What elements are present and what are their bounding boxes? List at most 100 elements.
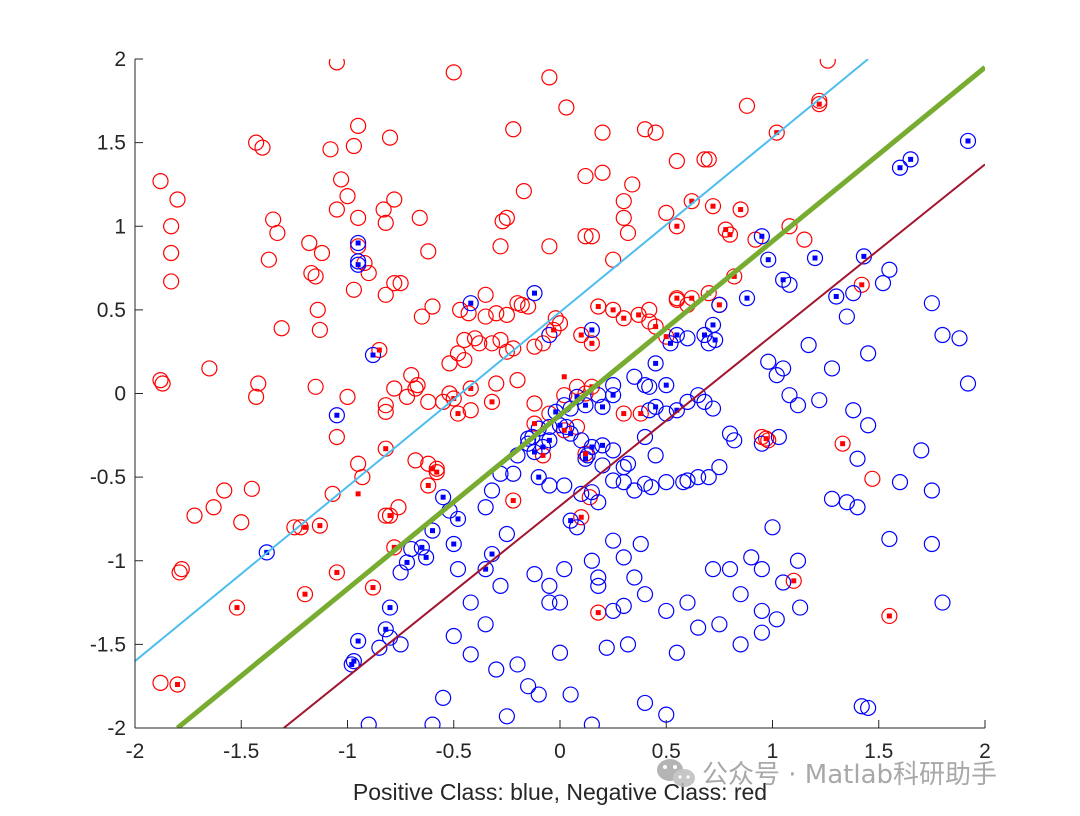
positive-support-vector-marker xyxy=(440,494,446,500)
positive-point xyxy=(445,627,462,645)
negative-point xyxy=(462,402,479,419)
positive-point xyxy=(690,387,707,404)
positive-support-vector-marker xyxy=(759,233,765,239)
positive-point xyxy=(590,569,607,586)
positive-point xyxy=(360,716,377,728)
positive-support-vector-marker xyxy=(908,156,914,162)
negative-point xyxy=(292,519,309,536)
positive-point xyxy=(381,599,399,616)
negative-support-vector-marker xyxy=(578,332,584,338)
negative-point xyxy=(269,224,286,242)
negative-point xyxy=(386,191,403,208)
positive-point xyxy=(838,494,855,511)
negative-point xyxy=(413,308,430,325)
negative-point xyxy=(445,64,462,81)
negative-point xyxy=(492,238,509,255)
negative-point xyxy=(768,124,785,141)
positive-point xyxy=(619,636,637,653)
negative-point xyxy=(333,171,350,188)
positive-point xyxy=(753,561,770,578)
negative-point xyxy=(624,176,641,193)
negative-point xyxy=(632,405,649,422)
positive-support-vector-marker xyxy=(600,404,605,410)
positive-point xyxy=(520,678,537,695)
negative-point xyxy=(615,193,632,210)
negative-point xyxy=(154,375,171,392)
positive-support-vector-marker xyxy=(355,240,361,246)
negative-point xyxy=(834,435,851,452)
positive-point xyxy=(605,472,622,489)
positive-support-vector-marker xyxy=(574,394,580,400)
positive-point xyxy=(541,326,558,344)
positive-point xyxy=(605,377,622,394)
positive-support-vector-marker xyxy=(455,516,461,522)
positive-point xyxy=(711,616,728,633)
negative-point xyxy=(738,97,756,114)
negative-support-vector-marker xyxy=(674,295,680,301)
negative-point xyxy=(541,238,558,255)
negative-support-vector-marker xyxy=(468,385,474,391)
negative-support-vector-marker xyxy=(302,524,308,530)
positive-point xyxy=(902,151,919,168)
positive-point xyxy=(619,455,637,472)
positive-point xyxy=(632,535,649,553)
negative-point xyxy=(573,509,590,526)
negative-point xyxy=(307,268,324,285)
positive-point xyxy=(583,552,600,569)
positive-support-vector-marker xyxy=(404,559,410,565)
positive-support-vector-marker xyxy=(653,404,659,410)
positive-support-vector-marker xyxy=(674,407,680,413)
negative-point xyxy=(381,507,399,524)
positive-point xyxy=(781,276,798,293)
negative-point xyxy=(556,387,573,404)
x-tick-labels: -2 -1.5 -1 -0.5 0 0.5 1 1.5 2 xyxy=(126,740,991,763)
decision-lines xyxy=(135,59,985,728)
positive-point xyxy=(488,661,505,678)
negative-point xyxy=(505,121,522,138)
positive-point xyxy=(594,437,611,454)
positive-support-vector-marker xyxy=(334,412,340,418)
positive-point xyxy=(492,577,509,594)
negative-point xyxy=(819,59,836,69)
positive-point xyxy=(590,387,607,404)
negative-point xyxy=(377,214,394,232)
positive-support-vector-marker xyxy=(589,327,595,333)
positive-support-vector-marker xyxy=(383,626,389,632)
positive-point xyxy=(845,402,862,419)
positive-support-vector-marker xyxy=(351,658,357,664)
positive-point xyxy=(934,594,951,611)
negative-point xyxy=(615,209,632,226)
negative-point xyxy=(494,213,511,230)
negative-point xyxy=(477,308,494,325)
positive-class-points xyxy=(258,132,977,728)
negative-point xyxy=(428,464,445,481)
positive-point xyxy=(583,321,600,339)
positive-support-vector-marker xyxy=(702,332,707,338)
negative-support-vector-marker xyxy=(710,203,716,209)
negative-support-vector-marker xyxy=(455,411,461,417)
negative-support-vector-marker xyxy=(489,399,495,405)
negative-point xyxy=(390,499,407,516)
positive-point xyxy=(579,447,596,464)
negative-support-vector-marker xyxy=(716,302,722,308)
positive-point xyxy=(551,594,569,611)
negative-point xyxy=(350,117,367,135)
positive-point xyxy=(721,425,739,442)
positive-point xyxy=(462,295,479,312)
positive-point xyxy=(605,532,622,549)
x-tick-label: -0.5 xyxy=(436,740,472,763)
positive-point xyxy=(775,360,792,377)
positive-point xyxy=(913,442,930,459)
positive-support-vector-marker xyxy=(583,456,588,462)
negative-point xyxy=(381,129,399,146)
positive-point xyxy=(258,544,275,561)
y-tick-label: 0 xyxy=(114,383,126,406)
negative-point xyxy=(371,341,388,359)
negative-point xyxy=(864,470,881,487)
negative-point xyxy=(811,92,828,109)
negative-point xyxy=(424,298,441,315)
negative-point xyxy=(466,330,484,347)
negative-point xyxy=(483,335,501,352)
negative-point xyxy=(796,231,813,248)
negative-point xyxy=(171,564,188,581)
